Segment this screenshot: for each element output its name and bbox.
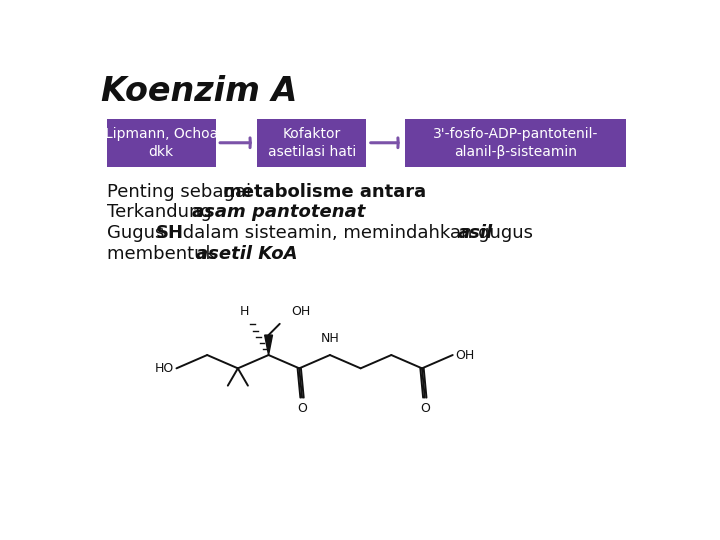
Text: OH: OH (291, 305, 310, 318)
FancyBboxPatch shape (258, 119, 366, 167)
Text: metabolisme antara: metabolisme antara (223, 183, 426, 201)
Text: asam pantotenat: asam pantotenat (192, 204, 366, 221)
Text: Penting sebagai: Penting sebagai (107, 183, 256, 201)
Text: Gugus: Gugus (107, 224, 170, 242)
Text: Koenzim A: Koenzim A (101, 75, 297, 108)
Text: HO: HO (155, 362, 174, 375)
Text: Kofaktor
asetilasi hati: Kofaktor asetilasi hati (268, 126, 356, 159)
Text: OH: OH (456, 348, 474, 361)
Text: 3'-fosfo-ADP-pantotenil-
alanil-β-sisteamin: 3'-fosfo-ADP-pantotenil- alanil-β-sistea… (433, 126, 598, 159)
Text: Lipmann, Ochoa
dkk: Lipmann, Ochoa dkk (104, 126, 217, 159)
Polygon shape (265, 335, 272, 355)
Text: Terkandung: Terkandung (107, 204, 217, 221)
FancyBboxPatch shape (405, 119, 626, 167)
Text: asil: asil (458, 224, 493, 242)
Text: H: H (240, 305, 249, 318)
Text: O: O (297, 402, 307, 415)
Text: SH: SH (156, 224, 184, 242)
Text: asetil KoA: asetil KoA (196, 245, 297, 263)
Text: NH: NH (320, 332, 339, 345)
Text: dalam sisteamin, memindahkan gugus: dalam sisteamin, memindahkan gugus (177, 224, 539, 242)
FancyBboxPatch shape (107, 119, 215, 167)
Text: membentuk: membentuk (107, 245, 221, 263)
Text: O: O (420, 402, 430, 415)
